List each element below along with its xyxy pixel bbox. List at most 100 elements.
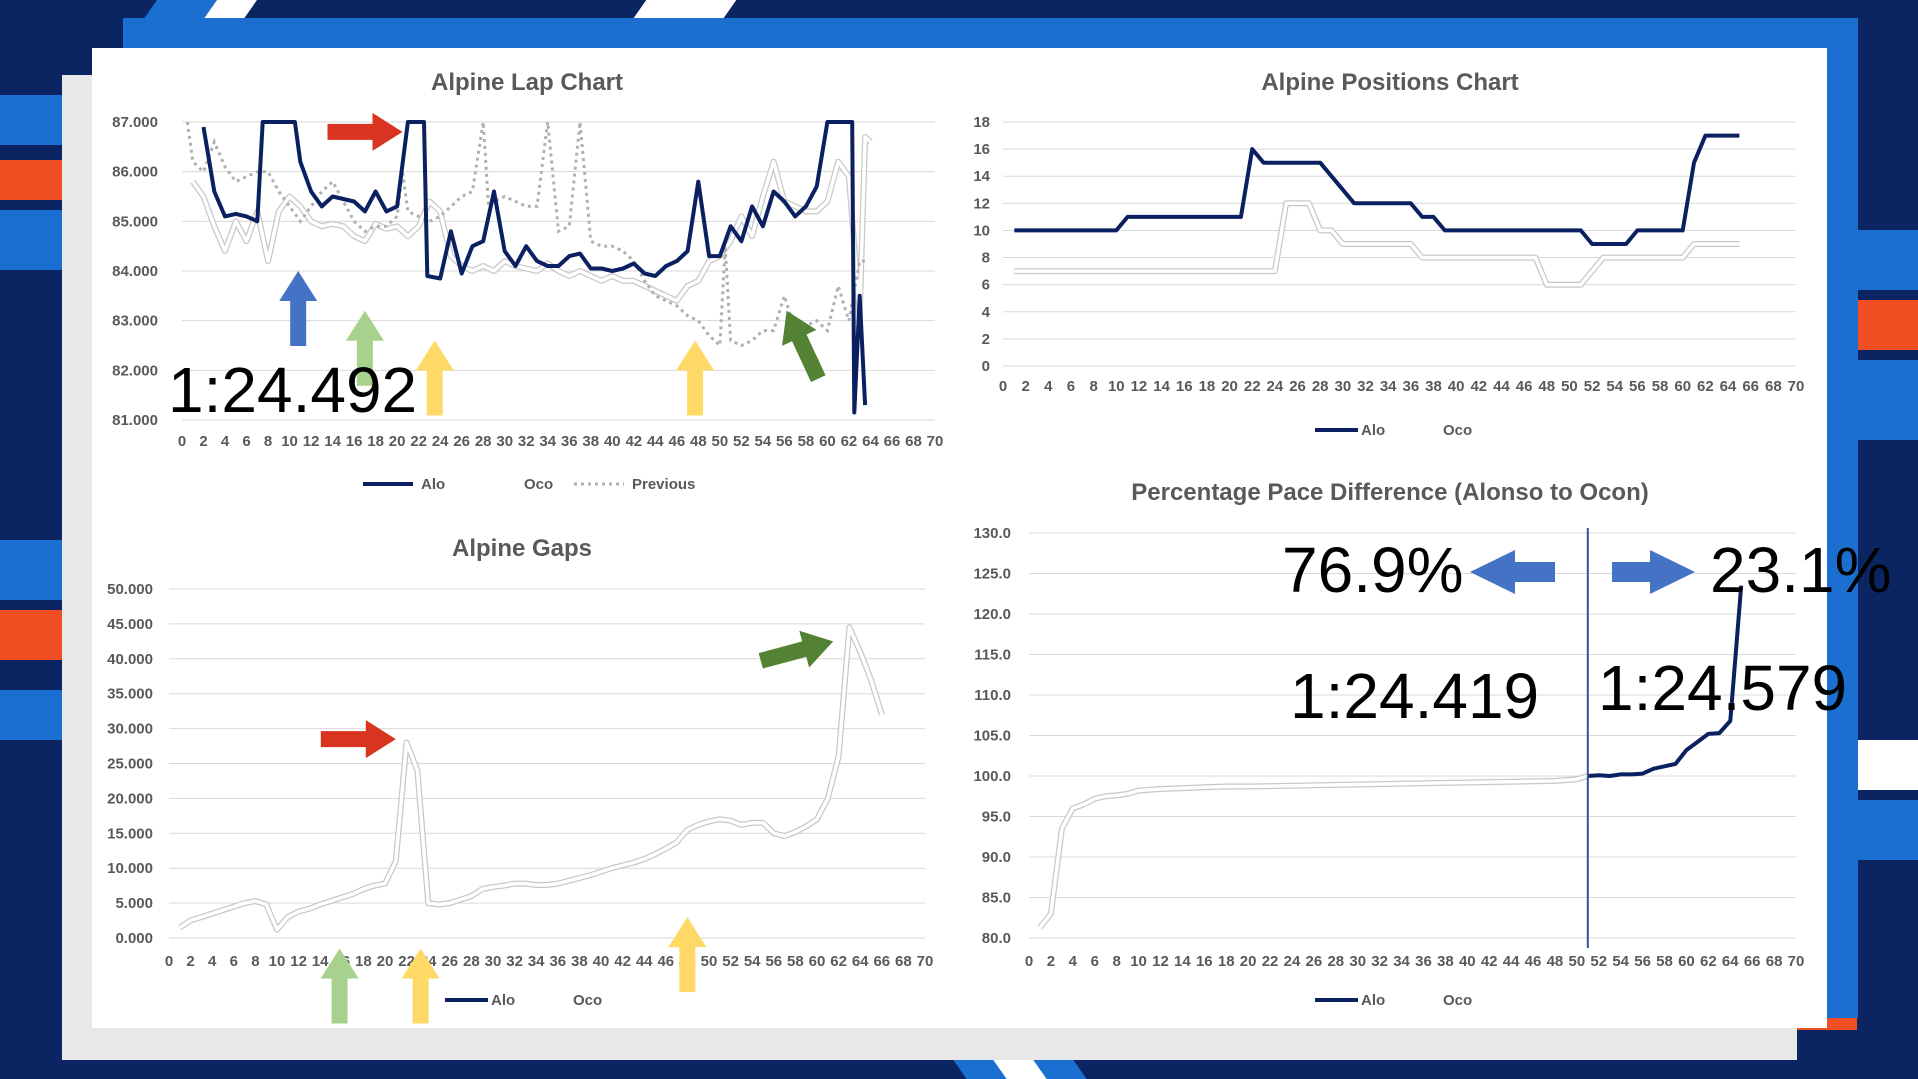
bg-stripe-left-orange-2 (0, 610, 62, 660)
y-tick-label: 83.000 (112, 313, 158, 330)
series-oco-line (191, 135, 872, 318)
x-tick-label: 22 (410, 433, 427, 450)
x-tick-label: 30 (1335, 378, 1352, 395)
x-tick-label: 8 (1112, 953, 1120, 970)
left-laptime-label: 1:24.419 (1290, 660, 1539, 732)
x-tick-label: 26 (441, 953, 458, 970)
x-tick-label: 64 (1720, 378, 1737, 395)
gaps-chart: Alpine Gaps 0.000 5.000 10.000 15.000 20.000… (107, 535, 933, 1024)
x-tick-label: 32 (518, 433, 535, 450)
x-tick-label: 32 (1357, 378, 1374, 395)
y-tick-label: 45.000 (107, 616, 153, 633)
x-tick-label: 40 (1448, 378, 1465, 395)
x-tick-label: 50 (1569, 953, 1586, 970)
pace-series (1037, 585, 1744, 930)
positions-chart-title: Alpine Positions Chart (1261, 69, 1518, 96)
series-oco-line (1038, 774, 1589, 929)
y-tick-label: 85.0 (982, 890, 1011, 907)
series-alo-line (1014, 133, 1740, 246)
x-tick-label: 68 (905, 433, 922, 450)
x-tick-label: 40 (604, 433, 621, 450)
x-tick-label: 54 (1606, 378, 1623, 395)
y-tick-label: 14 (973, 168, 990, 185)
y-tick-label: 125.0 (973, 566, 1011, 583)
x-tick-label: 8 (251, 953, 259, 970)
lap-arrows (279, 112, 826, 416)
y-tick-label: 4 (982, 304, 991, 321)
legend-alo-label: Alo (421, 476, 445, 493)
x-tick-label: 8 (1089, 378, 1097, 395)
x-tick-label: 14 (1153, 378, 1170, 395)
bg-stripe-left-blue-4 (0, 690, 62, 740)
legend-oco-label: Oco (1443, 422, 1472, 439)
x-tick-label: 42 (614, 953, 631, 970)
y-tick-label: 84.000 (112, 263, 158, 280)
x-tick-label: 32 (1371, 953, 1388, 970)
x-tick-label: 38 (582, 433, 599, 450)
x-tick-label: 4 (221, 433, 230, 450)
arrow-shape (415, 340, 454, 416)
x-tick-label: 18 (1199, 378, 1216, 395)
x-tick-label: 58 (1656, 953, 1673, 970)
y-tick-label: 130.0 (973, 525, 1011, 542)
x-tick-label: 62 (830, 953, 847, 970)
x-tick-label: 2 (1021, 378, 1029, 395)
x-tick-label: 52 (733, 433, 750, 450)
positions-legend: Alo Oco (1315, 422, 1472, 439)
x-tick-label: 30 (1349, 953, 1366, 970)
x-tick-label: 6 (1067, 378, 1075, 395)
x-tick-label: 30 (485, 953, 502, 970)
x-tick-label: 54 (744, 953, 761, 970)
y-tick-label: 110.0 (974, 687, 1011, 704)
pace-legend: Alo Oco (1315, 992, 1472, 1009)
x-tick-label: 68 (1766, 953, 1783, 970)
x-tick-label: 70 (927, 433, 944, 450)
x-tick-label: 62 (1700, 953, 1717, 970)
red-arrow-icon (327, 112, 403, 151)
y-tick-label: 20.000 (107, 790, 153, 807)
arrow-shape (782, 310, 826, 383)
x-tick-label: 4 (1069, 953, 1078, 970)
x-tick-label: 50 (701, 953, 718, 970)
blue-arrow-icon (279, 271, 318, 346)
y-tick-label: 35.000 (107, 686, 153, 703)
x-tick-label: 28 (463, 953, 480, 970)
x-tick-label: 66 (884, 433, 901, 450)
y-tick-label: 0.000 (115, 930, 153, 947)
x-tick-label: 54 (755, 433, 772, 450)
lightgreen-arrow-icon (320, 948, 359, 1024)
x-tick-label: 0 (999, 378, 1007, 395)
x-tick-label: 0 (165, 953, 173, 970)
lightgreen-arrow-icon (345, 310, 384, 386)
x-tick-label: 50 (1561, 378, 1578, 395)
x-tick-label: 50 (712, 433, 729, 450)
arrow-shape (320, 720, 396, 759)
gaps-arrows (320, 630, 834, 1024)
x-tick-label: 40 (593, 953, 610, 970)
arrow-shape (401, 948, 440, 1024)
series-oco-line (178, 625, 884, 932)
x-tick-label: 0 (1025, 953, 1033, 970)
x-tick-label: 28 (1312, 378, 1329, 395)
x-tick-label: 6 (230, 953, 238, 970)
bg-stripe-right-white (1858, 740, 1918, 790)
x-tick-label: 8 (264, 433, 272, 450)
x-tick-label: 12 (1131, 378, 1148, 395)
lap-chart-title: Alpine Lap Chart (431, 69, 623, 96)
x-tick-label: 64 (1722, 953, 1739, 970)
bg-stripe-left-blue (0, 95, 62, 145)
x-tick-label: 70 (1788, 378, 1805, 395)
x-tick-label: 34 (528, 953, 545, 970)
x-tick-label: 12 (303, 433, 320, 450)
lap-series (185, 120, 873, 415)
x-tick-label: 56 (776, 433, 793, 450)
x-tick-label: 24 (1267, 378, 1284, 395)
x-tick-label: 24 (1284, 953, 1301, 970)
x-tick-label: 16 (1176, 378, 1193, 395)
positions-grid (1003, 121, 1796, 367)
x-tick-label: 14 (1174, 953, 1191, 970)
darkgreen-arrow-icon (782, 310, 826, 383)
x-tick-label: 70 (917, 953, 934, 970)
x-tick-label: 28 (475, 433, 492, 450)
